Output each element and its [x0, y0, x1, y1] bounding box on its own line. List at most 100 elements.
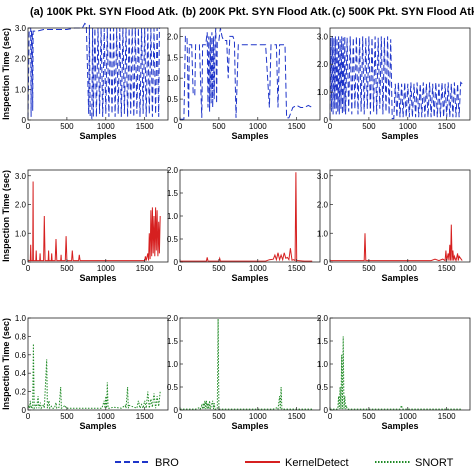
y-tick-label: 0.2 [15, 388, 27, 397]
x-tick-label: 500 [212, 122, 226, 131]
series-line-bro [329, 36, 463, 120]
x-tick-label: 0 [328, 264, 333, 273]
x-axis-label: Samples [79, 273, 116, 283]
x-tick-label: 1000 [399, 412, 417, 421]
y-tick-label: 0 [324, 258, 329, 267]
y-tick-label: 2.0 [317, 314, 329, 323]
series-line-snort [27, 343, 161, 411]
y-tick-label: 0 [174, 406, 179, 415]
y-tick-label: 1.5 [167, 53, 179, 62]
y-tick-label: 1.0 [167, 212, 179, 221]
plot-frame [179, 317, 321, 411]
x-tick-label: 500 [212, 412, 226, 421]
x-tick-label: 500 [362, 264, 376, 273]
y-axis-label: Inspection Time (sec) [1, 170, 11, 262]
y-tick-label: 0.5 [167, 95, 179, 104]
y-tick-label: 2.0 [167, 32, 179, 41]
x-tick-label: 1500 [288, 264, 306, 273]
x-tick-label: 0 [26, 412, 31, 421]
x-axis-label: Samples [381, 273, 418, 283]
x-axis-label: Samples [381, 421, 418, 431]
y-tick-label: 1.0 [15, 229, 27, 238]
y-tick-label: 3.0 [317, 172, 329, 181]
y-tick-label: 2.0 [167, 166, 179, 175]
y-tick-label: 1.0 [15, 85, 27, 94]
x-axis-label: Samples [79, 131, 116, 141]
x-axis-label: Samples [79, 421, 116, 431]
legend-label-kerneldetect: KernelDetect [285, 457, 349, 469]
y-tick-label: 0.4 [15, 369, 27, 378]
x-tick-label: 500 [60, 122, 74, 131]
y-tick-label: 1.0 [167, 74, 179, 83]
y-axis-label: Inspection Time (sec) [1, 318, 11, 410]
series-line-kerneldetect [28, 181, 161, 262]
y-tick-label: 0.8 [15, 332, 27, 341]
x-tick-label: 1000 [249, 122, 267, 131]
column-title: (b) 200K Pkt. SYN Flood Atk. [182, 6, 331, 18]
x-axis-label: Samples [381, 131, 418, 141]
y-tick-label: 0 [22, 116, 27, 125]
series-line-snort [180, 318, 313, 411]
y-tick-label: 0 [22, 406, 27, 415]
y-tick-label: 0.6 [15, 351, 27, 360]
y-tick-label: 0.5 [167, 383, 179, 392]
x-tick-label: 500 [60, 412, 74, 421]
plot-frame [27, 27, 169, 121]
y-tick-label: 1.5 [167, 337, 179, 346]
x-tick-label: 1000 [249, 412, 267, 421]
x-tick-label: 500 [60, 264, 74, 273]
y-axis-label: Inspection Time (sec) [1, 28, 11, 120]
series-line-bro [180, 27, 313, 120]
x-tick-label: 0 [26, 264, 31, 273]
x-tick-label: 1500 [136, 264, 154, 273]
series-line-kerneldetect [180, 172, 313, 262]
x-tick-label: 1500 [438, 264, 456, 273]
x-tick-label: 1500 [288, 122, 306, 131]
x-axis-label: Samples [231, 273, 268, 283]
x-tick-label: 0 [178, 412, 183, 421]
x-tick-label: 1000 [97, 122, 115, 131]
plot-frame [27, 317, 169, 411]
x-axis-label: Samples [231, 421, 268, 431]
x-tick-label: 1500 [438, 122, 456, 131]
y-tick-label: 2.0 [15, 55, 27, 64]
y-tick-label: 0 [174, 258, 179, 267]
y-tick-label: 1.0 [167, 360, 179, 369]
y-tick-label: 2.0 [317, 201, 329, 210]
y-tick-label: 0 [324, 116, 329, 125]
y-tick-label: 0.5 [167, 235, 179, 244]
x-tick-label: 1000 [249, 264, 267, 273]
y-tick-label: 2.0 [317, 60, 329, 69]
x-tick-label: 1500 [438, 412, 456, 421]
plot-frame [27, 169, 169, 263]
x-tick-label: 0 [178, 264, 183, 273]
y-tick-label: 1.0 [15, 314, 27, 323]
series-line-snort [330, 336, 463, 410]
y-tick-label: 2.0 [15, 201, 27, 210]
y-tick-label: 1.5 [167, 189, 179, 198]
x-tick-label: 1000 [399, 122, 417, 131]
x-tick-label: 1000 [97, 412, 115, 421]
x-tick-label: 500 [362, 412, 376, 421]
y-tick-label: 1.0 [317, 229, 329, 238]
y-tick-label: 0.5 [317, 383, 329, 392]
x-tick-label: 1500 [136, 412, 154, 421]
y-tick-label: 1.0 [317, 88, 329, 97]
y-tick-label: 3.0 [15, 172, 27, 181]
x-tick-label: 500 [362, 122, 376, 131]
x-tick-label: 1500 [136, 122, 154, 131]
x-tick-label: 1000 [97, 264, 115, 273]
y-tick-label: 0 [22, 258, 27, 267]
y-tick-label: 3.0 [317, 32, 329, 41]
series-line-bro [27, 22, 161, 120]
y-tick-label: 1.0 [317, 360, 329, 369]
x-tick-label: 500 [212, 264, 226, 273]
x-axis-label: Samples [231, 131, 268, 141]
y-tick-label: 0 [324, 406, 329, 415]
column-title: (c) 500K Pkt. SYN Flood Atk. [332, 6, 474, 18]
legend-label-bro: BRO [155, 457, 179, 469]
x-tick-label: 1500 [288, 412, 306, 421]
x-tick-label: 0 [178, 122, 183, 131]
y-tick-label: 1.5 [317, 337, 329, 346]
